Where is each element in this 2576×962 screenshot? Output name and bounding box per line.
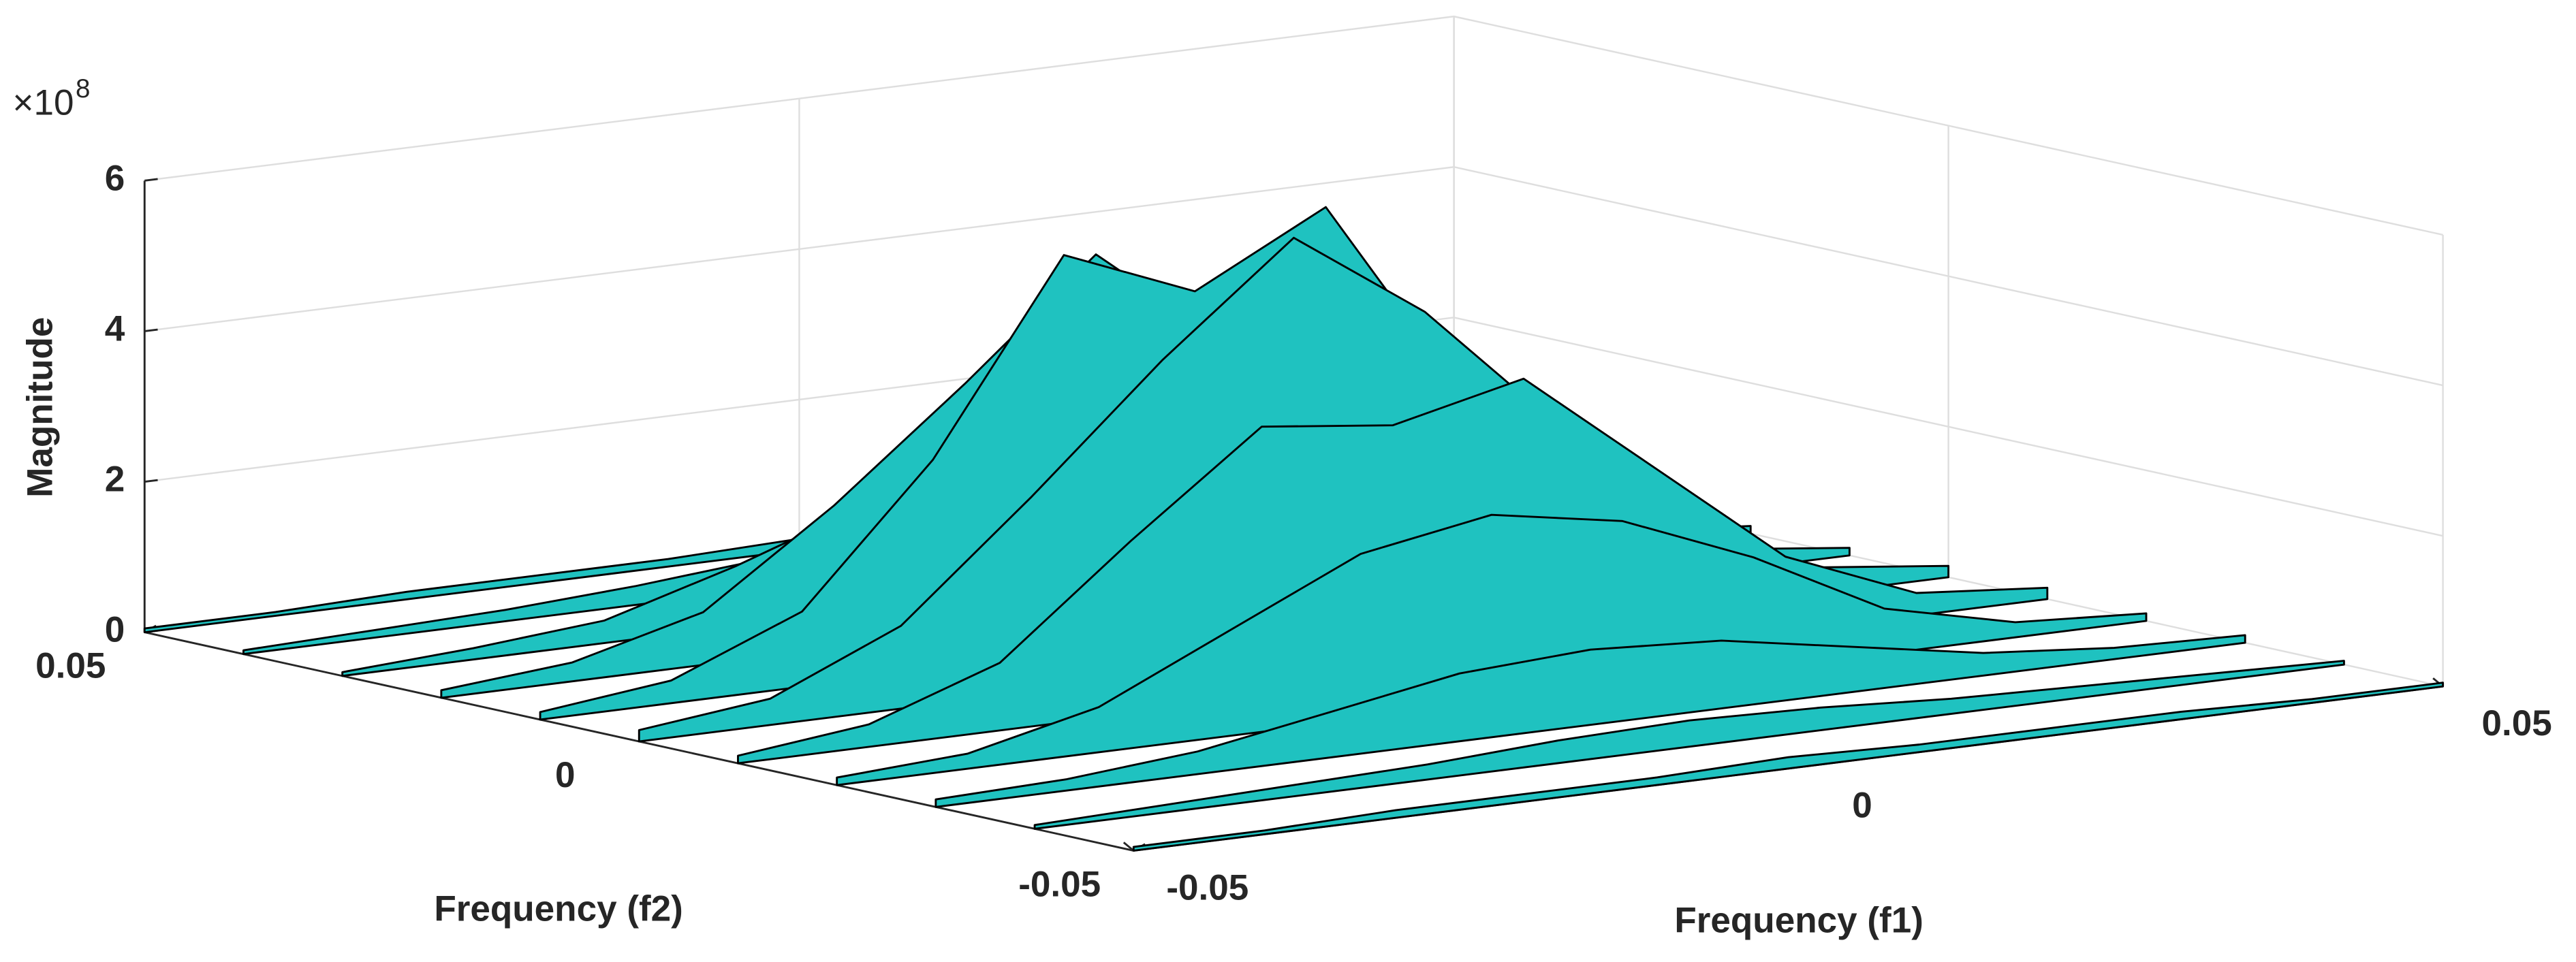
x-tick-label: 0 (1852, 786, 1872, 826)
x-tick-label: 0.05 (2482, 703, 2552, 743)
x-axis-label: Frequency (f1) (1674, 901, 1923, 941)
surface-strip (1033, 660, 2345, 830)
z-axis-label: Magnitude (20, 317, 61, 498)
z-tick-mark (144, 178, 158, 182)
y-tick-label: 0 (555, 755, 576, 795)
surface-strip (836, 513, 2148, 786)
z-multiplier: ×10 (13, 82, 74, 123)
z-tick-label: 6 (105, 158, 125, 198)
grid-line (144, 15, 2443, 236)
y-axis-label: Frequency (f2) (434, 889, 683, 929)
x-tick-label: -0.05 (1166, 867, 1248, 908)
z-tick-mark (144, 328, 158, 332)
surface-strip (1132, 682, 2445, 852)
y-tick-label: 0.05 (35, 646, 106, 686)
z-tick-label: 4 (105, 308, 125, 349)
z-tick-label: 0 (105, 610, 125, 650)
y-tick-label: -0.05 (1018, 865, 1101, 905)
z-exponent: 8 (76, 74, 90, 103)
z-tick-mark (144, 479, 158, 483)
z-tick-label: 2 (105, 460, 125, 500)
surface-strip (934, 634, 2246, 808)
